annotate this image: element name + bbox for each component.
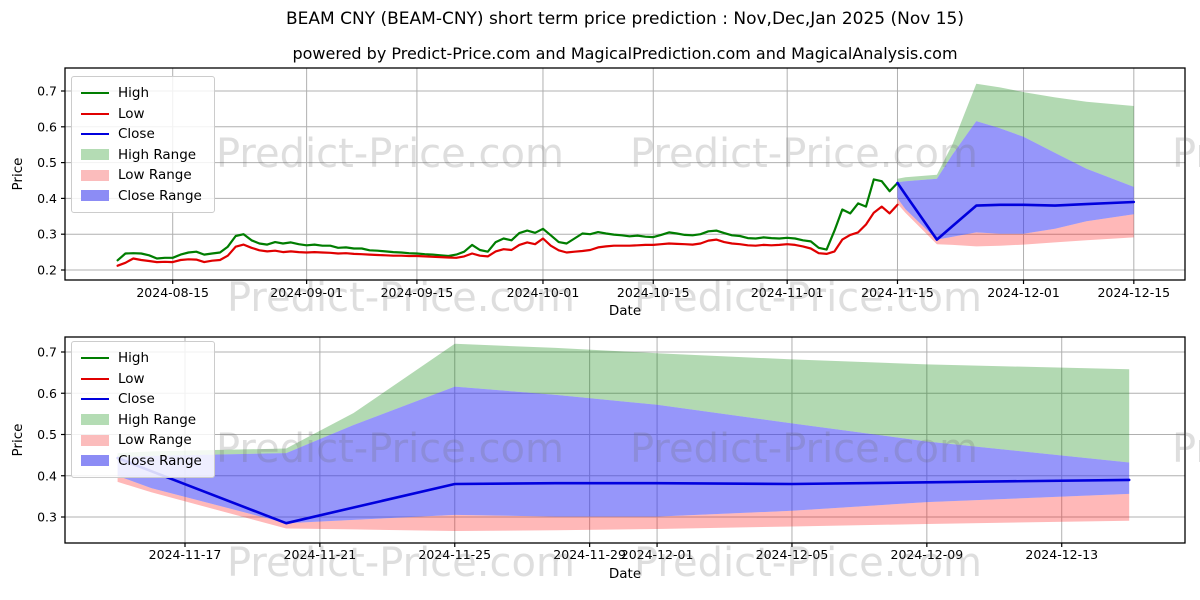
x-tick-label: 2024-11-29 [553,547,626,562]
x-tick-label: 2024-12-01 [987,285,1060,300]
legend-label: Low Range [118,167,192,184]
legend-label: Low Range [118,432,192,449]
line-low-history [116,203,899,267]
legend-patch-swatch [81,169,109,181]
y-tick-label: 0.5 [37,427,57,442]
band-low-range [117,475,1130,531]
legend-label: Close [118,126,155,143]
x-tick-label: 2024-10-15 [617,285,690,300]
line-high-history [116,178,899,262]
y-axis-label: Price [10,424,26,457]
legend-patch-swatch [81,434,109,446]
x-tick-label: 2024-11-17 [149,547,222,562]
x-axis-label: Date [609,566,641,582]
x-tick-label: 2024-11-25 [418,547,491,562]
legend-item-low: Low [81,104,202,125]
band-high-range [897,83,1134,187]
legend-line-swatch [81,133,109,136]
x-tick-label: 2024-10-01 [507,285,580,300]
x-tick-label: 2024-12-05 [756,547,829,562]
x-tick-label: 2024-12-15 [1097,285,1170,300]
y-tick-label: 0.6 [37,386,57,401]
legend-item-close: Close [81,124,202,145]
band-high-range [117,343,1130,463]
legend-item-close: Close [81,389,202,410]
legend-item-high-range: High Range [81,145,202,166]
legend-label: High [118,85,150,102]
legend-item-close-range: Close Range [81,186,202,207]
line-close-prediction [896,181,1136,241]
x-tick-label: 2024-11-15 [861,285,934,300]
legend-label: Close [118,391,155,408]
y-tick-label: 0.7 [37,345,57,360]
legend-line-swatch [81,357,109,360]
band-close-range [117,386,1130,524]
legend-item-low-range: Low Range [81,430,202,451]
legend-item-close-range: Close Range [81,451,202,472]
y-tick-label: 0.3 [37,227,57,242]
legend-label: High Range [118,146,197,163]
legend-line-swatch [81,398,109,401]
x-tick-label: 2024-12-01 [621,547,694,562]
page-subtitle: powered by Predict-Price.com and Magical… [292,44,958,63]
x-axis-label: Date [609,303,641,319]
band-close-range [897,121,1134,240]
y-tick-label: 0.6 [37,119,57,134]
legend-item-high: High [81,83,202,104]
axis-ticks-and-labels: 2024-08-15 2024-09-01 2024-09-15 2024-10-01… [37,84,1170,301]
legend-line-swatch [81,377,109,380]
legend-patch-swatch [81,149,109,161]
legend-patch-swatch [81,190,109,202]
legend-line-swatch [81,112,109,115]
x-tick-label: 2024-08-15 [136,285,209,300]
y-tick-label: 0.2 [37,263,57,278]
y-tick-label: 0.4 [37,468,57,483]
chart-top: 2024-08-15 2024-09-01 2024-09-15 2024-10-01… [10,67,1186,319]
legend-label: High Range [118,411,197,428]
y-tick-label: 0.5 [37,155,57,170]
legend-bottom-chart: High Low Close High Range Low Range Close Ran… [71,341,215,478]
line-close-prediction [116,456,1131,525]
plot-border [64,336,1186,544]
axis-ticks-and-labels: 2024-11-17 2024-11-21 2024-11-25 2024-11-29… [37,345,1098,563]
x-tick-label: 2024-12-09 [891,547,964,562]
legend-item-low: Low [81,369,202,390]
y-tick-label: 0.4 [37,191,57,206]
x-tick-label: 2024-09-01 [270,285,343,300]
legend-label: Low [118,370,145,387]
legend-patch-swatch [81,455,109,467]
y-axis-label: Price [10,158,26,191]
page-title: BEAM CNY (BEAM-CNY) short term price pre… [286,9,964,29]
legend-label: Low [118,105,145,122]
legend-label: Close Range [118,452,202,469]
legend-label: Close Range [118,187,202,204]
y-tick-label: 0.3 [37,510,57,525]
x-tick-label: 2024-09-15 [381,285,454,300]
legend-top-chart: High Low Close High Range Low Range Close Ran… [71,76,215,213]
legend-line-swatch [81,92,109,95]
y-tick-label: 0.7 [37,84,57,99]
legend-patch-swatch [81,414,109,426]
legend-item-low-range: Low Range [81,165,202,186]
legend-item-high: High [81,348,202,369]
band-low-range [897,198,1134,247]
chart-bottom: 2024-11-17 2024-11-21 2024-11-25 2024-11-29… [10,336,1186,582]
x-tick-label: 2024-11-01 [751,285,824,300]
x-tick-label: 2024-12-13 [1025,547,1098,562]
legend-label: High [118,350,150,367]
legend-item-high-range: High Range [81,410,202,431]
x-tick-label: 2024-11-21 [284,547,357,562]
plot-border [64,67,1186,281]
